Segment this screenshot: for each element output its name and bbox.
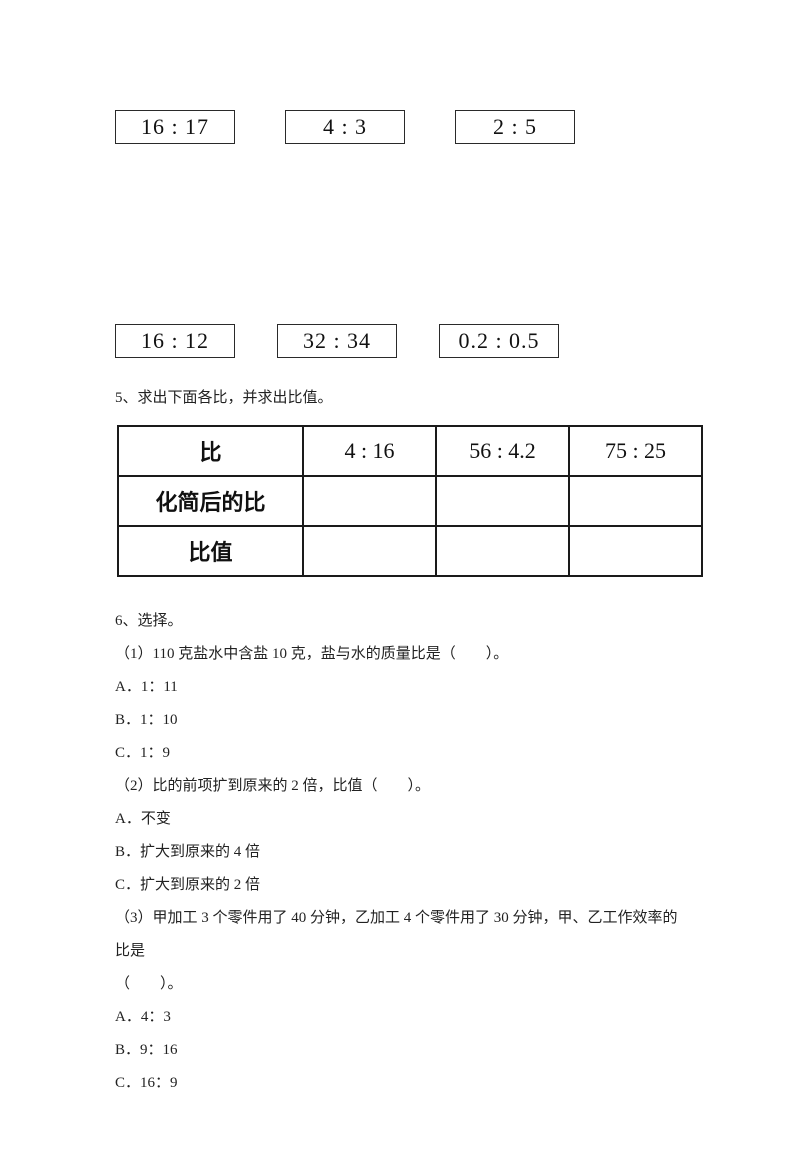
q6-sub2-option-b: B．扩大到原来的 4 倍 (115, 836, 690, 869)
ratio-box-row-1: 16 : 17 4 : 3 2 : 5 (115, 110, 690, 144)
table-cell (303, 476, 436, 526)
ratio-box: 4 : 3 (285, 110, 405, 144)
q6-sub1-option-b: B．1：10 (115, 704, 690, 737)
table-header-cell: 75 : 25 (569, 426, 702, 476)
q6-sub3-stem-line1: （3）甲加工 3 个零件用了 40 分钟，乙加工 4 个零件用了 30 分钟，甲… (115, 902, 690, 968)
table-cell (569, 526, 702, 576)
table-row-value-label: 比值 (118, 526, 303, 576)
ratio-box: 32 : 34 (277, 324, 397, 358)
q6-sub1-option-c: C．1：9 (115, 737, 690, 770)
q6-sub3-stem-line2: （ ）。 (115, 968, 690, 1001)
ratio-box-row-2: 16 : 12 32 : 34 0.2 : 0.5 (115, 324, 690, 358)
q6-sub2-option-a: A．不变 (115, 803, 690, 836)
q6-sub3-option-b: B．9：16 (115, 1034, 690, 1067)
table-row: 化简后的比 (118, 476, 702, 526)
table-row: 比值 (118, 526, 702, 576)
question-6-block: 6、选择。 （1）110 克盐水中含盐 10 克，盐与水的质量比是（ ）。 A．… (115, 605, 690, 1100)
ratio-box: 2 : 5 (455, 110, 575, 144)
table-header-cell: 4 : 16 (303, 426, 436, 476)
q6-sub2-option-c: C．扩大到原来的 2 倍 (115, 869, 690, 902)
ratio-box: 0.2 : 0.5 (439, 324, 559, 358)
table-cell (303, 526, 436, 576)
q6-sub3-option-c: C．16：9 (115, 1067, 690, 1100)
simplify-ratio-table: 比 4 : 16 56 : 4.2 75 : 25 化简后的比 比值 (117, 425, 703, 577)
table-header-cell: 56 : 4.2 (436, 426, 569, 476)
table-header-ratio: 比 (118, 426, 303, 476)
table-cell (436, 476, 569, 526)
q6-sub1-stem: （1）110 克盐水中含盐 10 克，盐与水的质量比是（ ）。 (115, 638, 690, 671)
ratio-box: 16 : 17 (115, 110, 235, 144)
q6-sub1-option-a: A．1：11 (115, 671, 690, 704)
table-cell (569, 476, 702, 526)
table-cell (436, 526, 569, 576)
q6-sub2-stem: （2）比的前项扩到原来的 2 倍，比值（ ）。 (115, 770, 690, 803)
question-5-title: 5、求出下面各比，并求出比值。 (115, 386, 690, 407)
ratio-box: 16 : 12 (115, 324, 235, 358)
table-row-simplified-label: 化简后的比 (118, 476, 303, 526)
q6-sub3-option-a: A．4：3 (115, 1001, 690, 1034)
question-6-title: 6、选择。 (115, 605, 690, 638)
table-row: 比 4 : 16 56 : 4.2 75 : 25 (118, 426, 702, 476)
